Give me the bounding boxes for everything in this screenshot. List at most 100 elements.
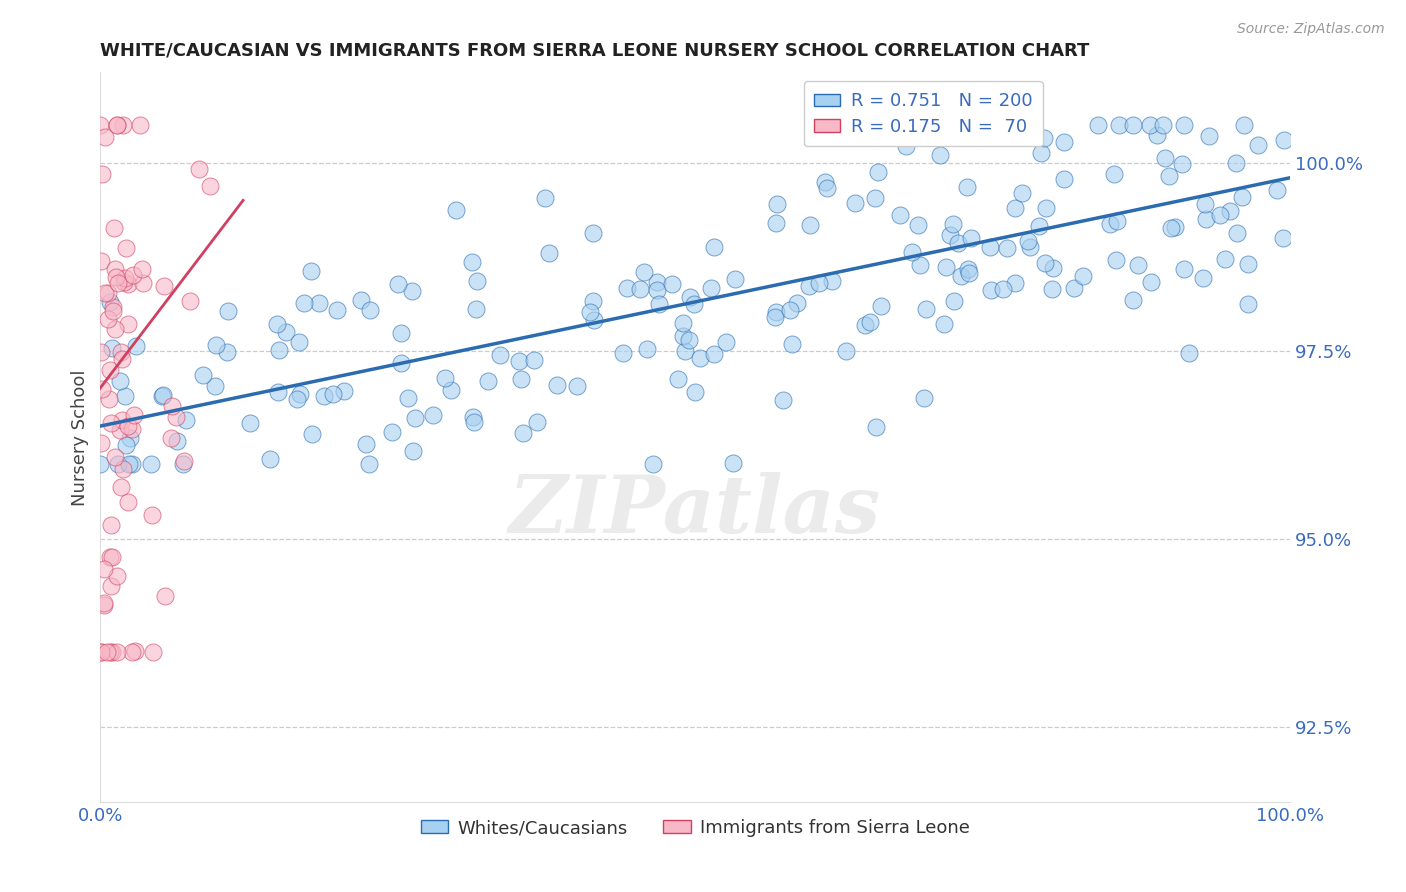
Point	[889, 208, 911, 222]
Point	[1265, 183, 1288, 197]
Point	[152, 387, 174, 401]
Point	[1247, 137, 1270, 152]
Point	[666, 372, 689, 386]
Point	[350, 293, 373, 307]
Point	[1209, 208, 1232, 222]
Point	[111, 352, 134, 367]
Point	[957, 266, 980, 280]
Point	[105, 645, 128, 659]
Point	[110, 480, 132, 494]
Point	[90, 436, 112, 450]
Point	[90, 645, 112, 659]
Point	[389, 326, 412, 340]
Point	[477, 374, 499, 388]
Point	[1154, 151, 1177, 165]
Point	[1226, 226, 1249, 240]
Point	[118, 431, 141, 445]
Point	[870, 299, 893, 313]
Point	[89, 118, 111, 132]
Point	[928, 147, 950, 161]
Point	[779, 302, 801, 317]
Point	[672, 317, 695, 331]
Point	[97, 392, 120, 406]
Text: ZIPatlas: ZIPatlas	[509, 472, 882, 549]
Point	[198, 178, 221, 193]
Point	[205, 338, 228, 352]
Point	[274, 325, 297, 339]
Point	[612, 346, 634, 360]
Point	[643, 457, 665, 471]
Point	[582, 227, 605, 241]
Point	[901, 244, 924, 259]
Point	[1104, 252, 1126, 267]
Point	[124, 644, 146, 658]
Point	[700, 281, 723, 295]
Point	[387, 277, 409, 291]
Point	[114, 270, 136, 285]
Point	[239, 416, 262, 430]
Point	[724, 271, 747, 285]
Point	[1108, 118, 1130, 132]
Point	[100, 518, 122, 533]
Point	[401, 284, 423, 298]
Point	[1194, 197, 1216, 211]
Point	[853, 318, 876, 332]
Point	[1271, 231, 1294, 245]
Point	[121, 422, 143, 436]
Point	[101, 549, 124, 564]
Point	[489, 348, 512, 362]
Point	[97, 286, 120, 301]
Point	[894, 139, 917, 153]
Point	[578, 305, 600, 319]
Point	[957, 261, 980, 276]
Point	[1160, 221, 1182, 235]
Point	[1237, 257, 1260, 271]
Point	[159, 431, 181, 445]
Point	[173, 454, 195, 468]
Point	[96, 645, 118, 659]
Point	[1140, 275, 1163, 289]
Point	[673, 343, 696, 358]
Point	[103, 300, 125, 314]
Point	[765, 197, 787, 211]
Point	[114, 388, 136, 402]
Point	[312, 389, 335, 403]
Point	[991, 282, 1014, 296]
Point	[107, 276, 129, 290]
Point	[292, 295, 315, 310]
Point	[90, 645, 112, 659]
Point	[1164, 219, 1187, 234]
Point	[1031, 145, 1053, 160]
Point	[765, 217, 787, 231]
Point	[117, 494, 139, 508]
Point	[1219, 204, 1241, 219]
Point	[1019, 240, 1042, 254]
Point	[440, 383, 463, 397]
Point	[104, 322, 127, 336]
Point	[381, 425, 404, 440]
Point	[1063, 281, 1085, 295]
Point	[915, 301, 938, 316]
Point	[1274, 133, 1296, 147]
Point	[404, 410, 426, 425]
Point	[215, 345, 238, 359]
Point	[94, 286, 117, 301]
Point	[1213, 252, 1236, 266]
Point	[636, 342, 658, 356]
Point	[942, 217, 965, 231]
Point	[565, 379, 588, 393]
Point	[98, 294, 121, 309]
Point	[1173, 261, 1195, 276]
Point	[685, 384, 707, 399]
Point	[267, 343, 290, 357]
Point	[266, 317, 288, 331]
Point	[1170, 157, 1192, 171]
Point	[1032, 130, 1054, 145]
Point	[865, 420, 887, 434]
Point	[583, 313, 606, 327]
Point	[980, 283, 1002, 297]
Point	[191, 368, 214, 382]
Point	[356, 437, 378, 451]
Point	[359, 302, 381, 317]
Point	[90, 345, 112, 359]
